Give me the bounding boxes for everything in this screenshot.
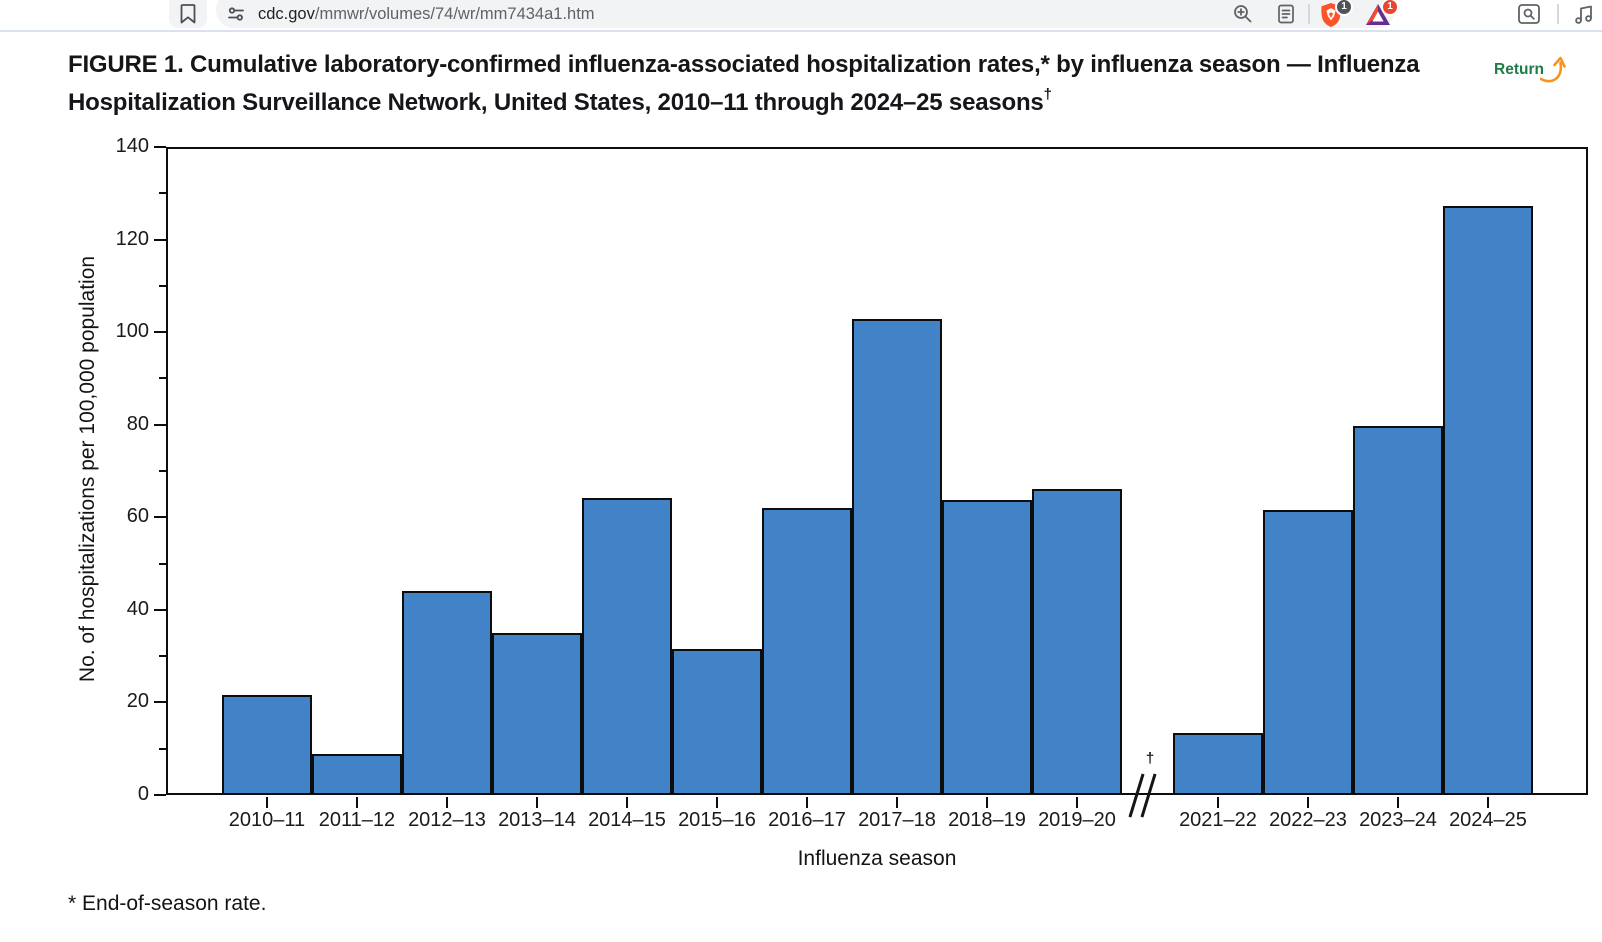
x-tick-label: 2017–18 [858,809,936,831]
bar-2012–13 [402,591,492,795]
return-arrow-icon [1539,56,1566,83]
return-label: Return [1494,61,1544,78]
bar-2024–25 [1443,206,1533,795]
x-tick-label: 2023–24 [1359,809,1437,831]
x-tick [986,797,988,808]
x-tick-label: 2022–23 [1269,809,1347,831]
x-tick [1307,797,1309,808]
x-tick-label: 2024–25 [1449,809,1527,831]
x-tick-label: 2012–13 [408,809,486,831]
y-major-tick [154,516,166,519]
x-axis-title: Influenza season [797,847,957,870]
y-tick-label: 100 [115,320,149,343]
x-tick [716,797,718,808]
y-tick-label: 120 [115,227,149,250]
x-tick-label: 2015–16 [678,809,756,831]
figure-title-text: FIGURE 1. Cumulative laboratory-confirme… [68,51,1420,116]
x-tick-label: 2019–20 [1038,809,1116,831]
axis-break-mark [1128,773,1145,818]
bookmark-icon[interactable] [180,3,196,25]
y-major-tick [154,423,166,426]
x-tick-label: 2010–11 [228,809,306,831]
axis-break-dagger: † [1145,750,1155,767]
bar-2016–17 [762,508,852,795]
y-tick-label: 20 [126,690,149,713]
y-tick-label: 140 [115,135,149,157]
toolbar-bottom-border [0,30,1602,32]
x-tick-label: 2011–12 [318,809,396,831]
x-tick [266,797,268,808]
x-tick [806,797,808,808]
x-tick [1487,797,1489,808]
x-tick-label: 2018–19 [948,809,1026,831]
axis-break-mark [1140,773,1157,818]
y-major-tick [154,331,166,334]
return-link[interactable]: Return [1494,54,1566,86]
y-tick-label: 60 [126,505,149,528]
bar-2023–24 [1353,425,1443,795]
x-tick [536,797,538,808]
y-minor-tick [159,562,166,565]
brave-rewards-icon[interactable] [1365,3,1391,27]
y-minor-tick [159,284,166,287]
bar-2010–11 [222,695,312,795]
y-tick-label: 80 [126,412,149,435]
x-tick [1217,797,1219,808]
url-bar[interactable] [216,0,1395,28]
x-tick-label: 2021–22 [1179,809,1257,831]
x-tick [1076,797,1078,808]
x-tick-label: 2014–15 [588,809,666,831]
url-path: /mmwr/volumes/74/wr/mm7434a1.htm [314,5,595,23]
bar-2017–18 [852,318,942,795]
figure-title: FIGURE 1. Cumulative laboratory-confirme… [68,49,1466,119]
y-major-tick [154,146,166,148]
bar-2022–23 [1263,509,1353,795]
x-tick [896,797,898,808]
bar-2015–16 [672,648,762,795]
x-tick [446,797,448,808]
search-tabs-icon[interactable] [1517,3,1541,25]
y-minor-tick [159,655,166,658]
x-tick [626,797,628,808]
y-tick-label: 0 [137,783,149,805]
url-host: cdc.gov [258,5,315,23]
y-axis-title: No. of hospitalizations per 100,000 popu… [76,255,99,683]
y-minor-tick [159,470,166,472]
zoom-in-icon[interactable] [1232,3,1254,25]
bar-2018–19 [942,499,1032,795]
figure-title-dagger: † [1043,86,1052,103]
y-minor-tick [159,747,166,750]
reader-mode-icon[interactable] [1276,3,1296,25]
x-tick [356,797,358,808]
rewards-badge: 1 [1381,0,1399,16]
y-minor-tick [159,377,166,380]
y-major-tick [154,794,166,796]
media-control-icon[interactable] [1573,3,1595,25]
x-tick-label: 2016–17 [768,809,846,831]
y-major-tick [154,238,166,241]
shield-badge: 1 [1335,0,1353,16]
plot-area [166,147,1588,795]
figure-footnote: * End-of-season rate. [68,892,267,915]
browser-toolbar: cdc.gov/mmwr/volumes/74/wr/mm7434a1.htm … [0,0,1602,30]
toolbar-divider [1557,4,1559,24]
y-minor-tick [159,192,166,195]
bar-2014–15 [582,498,672,795]
toolbar-divider [1308,4,1310,24]
bar-2013–14 [492,632,582,795]
x-tick-label: 2013–14 [498,809,576,831]
url-text[interactable]: cdc.gov/mmwr/volumes/74/wr/mm7434a1.htm [258,0,595,30]
y-tick-label: 40 [126,597,149,620]
bar-2021–22 [1173,732,1263,795]
y-major-tick [154,608,166,611]
x-tick [1397,797,1399,808]
y-major-tick [154,701,166,704]
site-settings-icon[interactable] [226,4,246,24]
bar-2011–12 [312,753,402,795]
bar-2019–20 [1032,488,1122,795]
